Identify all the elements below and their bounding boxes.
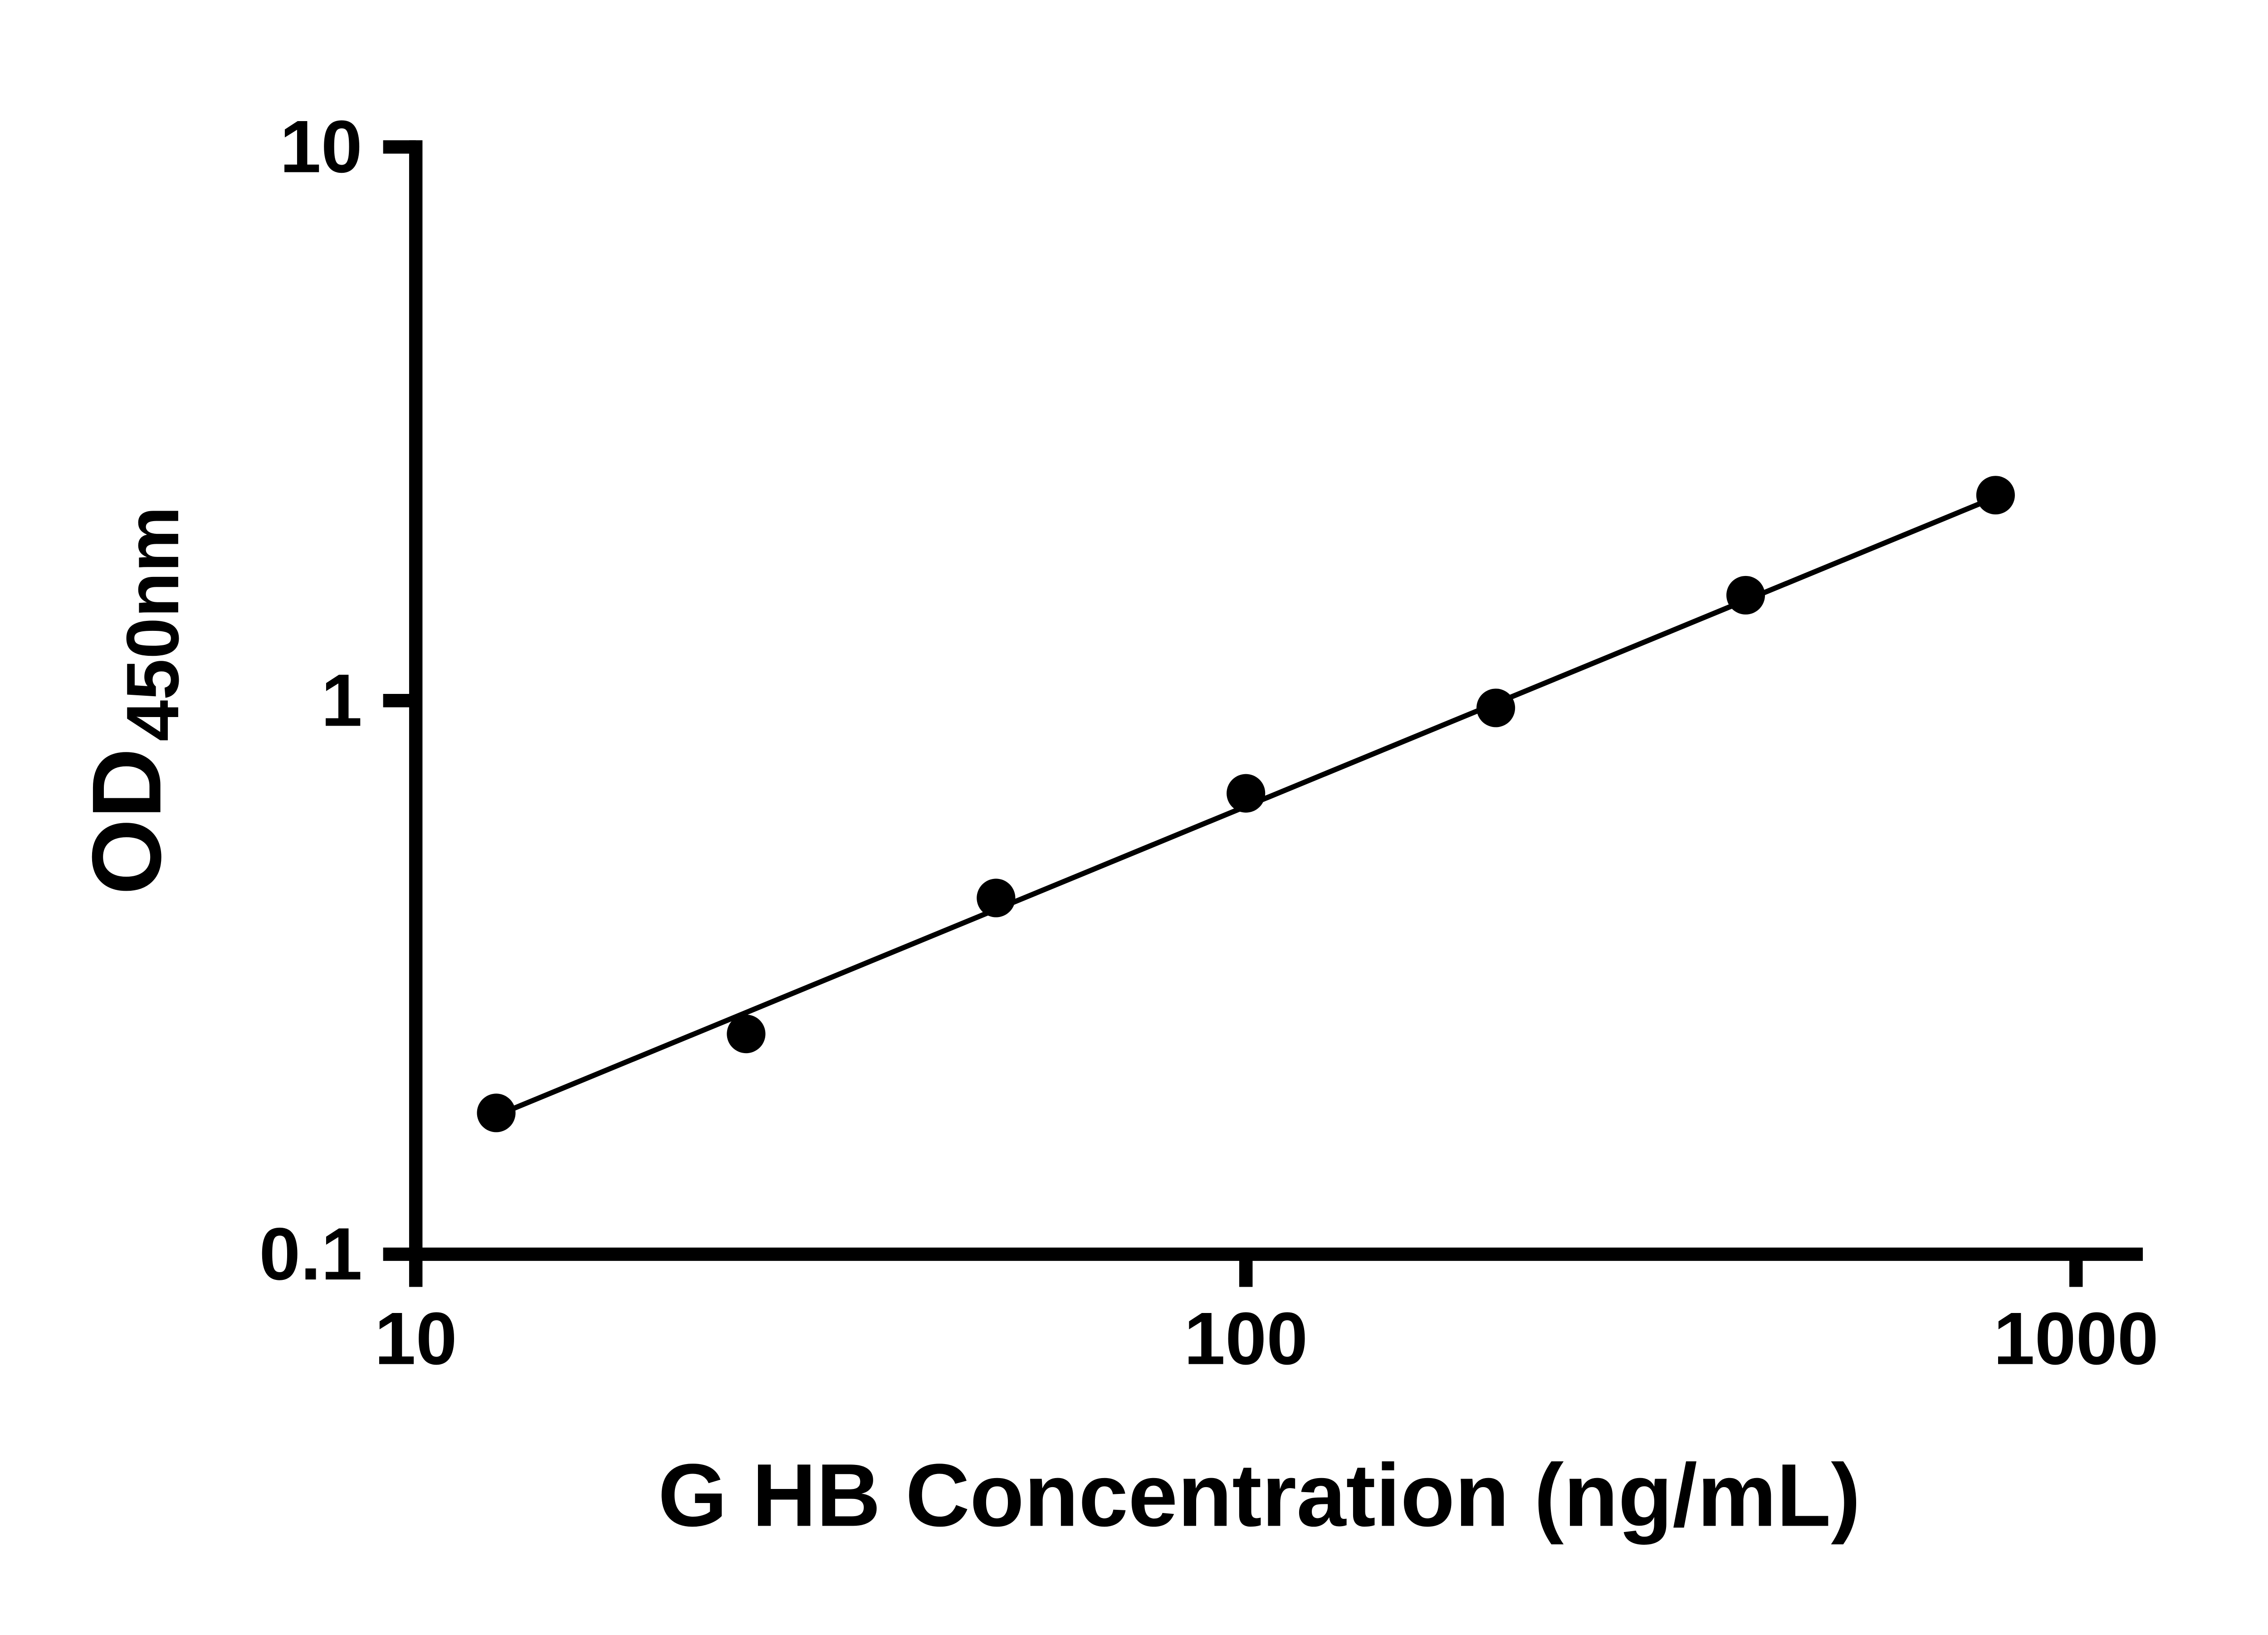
data-point <box>727 1015 766 1054</box>
x-axis-title: G HB Concentration (ng/mL) <box>658 1445 1861 1545</box>
x-tick-label: 1000 <box>1994 1297 2159 1380</box>
y-tick-label: 0.1 <box>259 1212 362 1295</box>
x-tick-label: 100 <box>1184 1297 1308 1380</box>
data-points-group <box>477 476 2015 1132</box>
data-point <box>1227 774 1266 813</box>
data-point <box>1476 688 1515 727</box>
data-point <box>1976 476 2015 515</box>
y-axis-title-subscript: 450nm <box>111 506 194 741</box>
data-point <box>977 879 1016 918</box>
y-axis-title-main: OD <box>72 748 181 895</box>
y-axis-title: OD 450nm <box>72 506 194 895</box>
y-tick-label: 1 <box>321 659 362 742</box>
data-point <box>477 1093 516 1132</box>
data-point <box>1726 576 1765 615</box>
axes-group: 10 100 1000 0.1 1 10 <box>259 105 2159 1380</box>
y-tick-label: 10 <box>280 105 362 188</box>
x-tick-label: 10 <box>375 1297 457 1380</box>
